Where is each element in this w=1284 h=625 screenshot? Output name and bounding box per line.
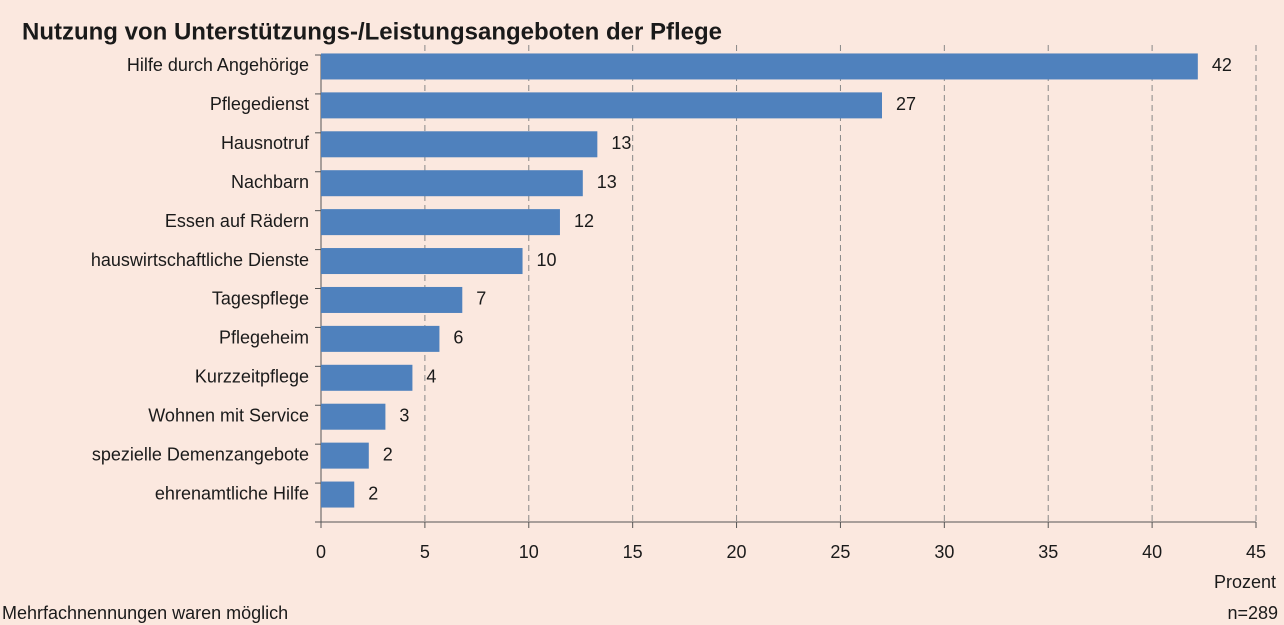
value-label: 2 [383,444,393,464]
x-tick-label: 0 [316,542,326,562]
bar [321,442,369,469]
value-label: 6 [453,328,463,348]
bar [321,403,386,430]
value-label: 42 [1212,55,1232,75]
chart-title: Nutzung von Unterstützungs-/Leistungsang… [22,18,722,45]
y-tick-label: Tagespflege [212,289,309,309]
bar [321,364,413,391]
y-tick-label: hauswirtschaftliche Dienste [91,250,309,270]
sample-size: n=289 [1227,603,1278,623]
bar [321,131,598,158]
value-label: 2 [368,483,378,503]
value-label: 4 [426,367,436,387]
y-tick-label: Pflegeheim [219,328,309,348]
x-tick-label: 20 [727,542,747,562]
y-tick-label: Pflegedienst [210,94,309,114]
bar [321,481,355,508]
x-tick-label: 30 [934,542,954,562]
x-tick-label: 35 [1038,542,1058,562]
x-tick-label: 10 [519,542,539,562]
y-tick-label: spezielle Demenzangebote [92,444,309,464]
y-tick-label: Hilfe durch Angehörige [127,55,309,75]
x-tick-label: 40 [1142,542,1162,562]
value-label: 7 [476,289,486,309]
y-tick-label: ehrenamtliche Hilfe [155,483,309,503]
value-label: 10 [537,250,557,270]
value-label: 13 [597,172,617,192]
bar [321,53,1198,80]
footnote: Mehrfachnennungen waren möglich [2,603,288,623]
x-tick-label: 15 [623,542,643,562]
bar [321,248,523,275]
x-axis-label: Prozent [1214,572,1276,592]
x-tick-label: 5 [420,542,430,562]
y-tick-label: Essen auf Rädern [165,211,309,231]
value-label: 13 [611,133,631,153]
bar [321,286,463,313]
y-tick-label: Wohnen mit Service [148,405,309,425]
x-tick-label: 25 [830,542,850,562]
bar [321,92,882,119]
y-tick-label: Nachbarn [231,172,309,192]
x-tick-label: 45 [1246,542,1266,562]
value-label: 12 [574,211,594,231]
bar [321,170,583,197]
bar [321,209,560,236]
value-label: 27 [896,94,916,114]
bar [321,325,440,352]
y-tick-label: Kurzzeitpflege [195,367,309,387]
value-label: 3 [399,405,409,425]
y-tick-label: Hausnotruf [221,133,310,153]
